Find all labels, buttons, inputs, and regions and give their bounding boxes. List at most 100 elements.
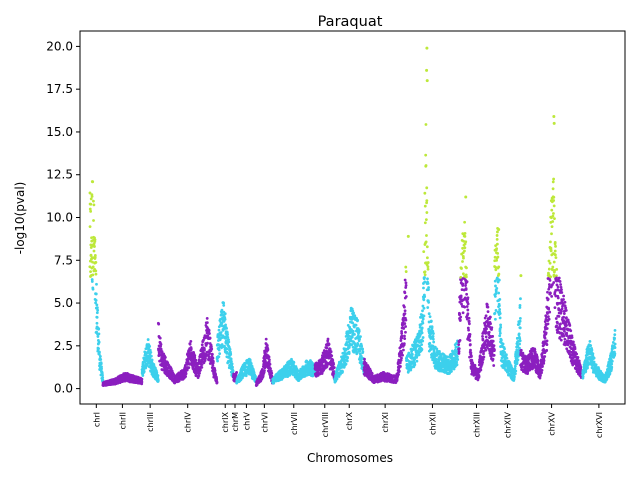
data-point xyxy=(569,329,573,333)
data-point xyxy=(463,305,467,309)
data-point xyxy=(497,278,501,282)
data-point xyxy=(225,347,229,351)
data-point xyxy=(552,260,556,264)
data-point xyxy=(221,334,225,338)
data-point xyxy=(97,327,101,331)
data-point xyxy=(231,365,234,369)
data-point xyxy=(516,358,520,362)
data-point xyxy=(481,361,484,364)
data-point xyxy=(89,202,93,206)
data-point xyxy=(332,370,336,373)
data-point xyxy=(95,282,98,286)
data-point xyxy=(564,309,568,312)
data-point xyxy=(518,319,522,323)
data-point xyxy=(562,334,566,338)
data-point xyxy=(519,297,522,301)
data-point xyxy=(97,332,101,336)
data-point xyxy=(357,329,361,333)
data-point xyxy=(456,358,460,361)
data-point xyxy=(204,357,207,360)
data-point xyxy=(426,306,430,309)
data-point xyxy=(421,336,425,339)
data-point xyxy=(558,280,562,283)
data-point xyxy=(202,338,205,342)
data-point xyxy=(553,217,556,221)
data-point xyxy=(356,318,359,322)
data-point xyxy=(226,336,230,339)
data-point xyxy=(229,357,233,361)
data-point xyxy=(467,316,471,320)
data-point xyxy=(504,353,508,357)
data-point xyxy=(231,369,235,373)
data-point xyxy=(424,153,428,157)
data-point xyxy=(493,311,497,315)
data-point xyxy=(148,345,152,348)
data-point xyxy=(320,372,324,375)
data-point xyxy=(328,347,332,351)
data-point xyxy=(91,265,95,269)
data-point xyxy=(400,336,404,340)
data-point xyxy=(345,359,349,363)
data-point xyxy=(548,283,551,286)
data-point xyxy=(206,334,210,338)
data-point xyxy=(591,352,595,356)
data-point xyxy=(572,340,575,344)
data-point xyxy=(150,358,154,362)
data-point xyxy=(203,359,207,363)
data-point xyxy=(397,369,401,373)
data-point xyxy=(292,361,296,365)
data-point xyxy=(552,204,556,208)
data-point xyxy=(205,321,209,324)
data-point xyxy=(493,317,497,321)
data-point xyxy=(458,318,462,322)
data-point xyxy=(218,352,222,356)
data-point xyxy=(426,261,430,264)
data-point xyxy=(225,326,228,330)
data-point xyxy=(545,343,549,347)
data-point xyxy=(495,258,498,262)
data-point xyxy=(463,246,467,250)
data-point xyxy=(95,315,99,319)
data-point xyxy=(402,342,406,346)
data-point xyxy=(491,339,495,343)
data-point xyxy=(401,353,404,357)
data-point xyxy=(497,291,501,295)
data-point xyxy=(94,269,98,273)
data-point xyxy=(326,337,330,341)
data-point xyxy=(219,331,223,334)
data-point xyxy=(462,256,465,260)
data-point xyxy=(464,275,468,279)
data-point xyxy=(290,366,294,370)
data-point xyxy=(223,312,227,316)
data-point xyxy=(361,350,365,354)
data-point xyxy=(194,361,198,365)
data-point xyxy=(542,359,546,363)
data-point xyxy=(498,312,502,315)
data-point xyxy=(429,319,433,323)
data-point xyxy=(403,337,407,340)
data-point xyxy=(460,267,463,270)
data-point xyxy=(459,294,463,298)
data-point xyxy=(422,286,425,290)
data-point xyxy=(88,207,92,211)
data-point xyxy=(421,309,424,313)
data-point xyxy=(92,249,96,253)
data-point xyxy=(568,324,572,327)
data-point xyxy=(468,343,472,346)
data-point xyxy=(189,347,193,351)
data-point xyxy=(519,348,523,352)
data-point xyxy=(486,305,490,309)
data-point xyxy=(425,256,429,260)
data-point xyxy=(565,323,568,327)
chart-title: Paraquat xyxy=(318,14,383,30)
data-point xyxy=(159,343,163,346)
data-point xyxy=(351,329,355,333)
data-point xyxy=(89,270,92,274)
data-point xyxy=(219,313,223,317)
data-point xyxy=(555,267,559,271)
data-point xyxy=(206,341,209,345)
data-point xyxy=(551,180,555,184)
data-point xyxy=(226,333,229,337)
data-point xyxy=(563,300,567,304)
data-point xyxy=(213,369,217,373)
